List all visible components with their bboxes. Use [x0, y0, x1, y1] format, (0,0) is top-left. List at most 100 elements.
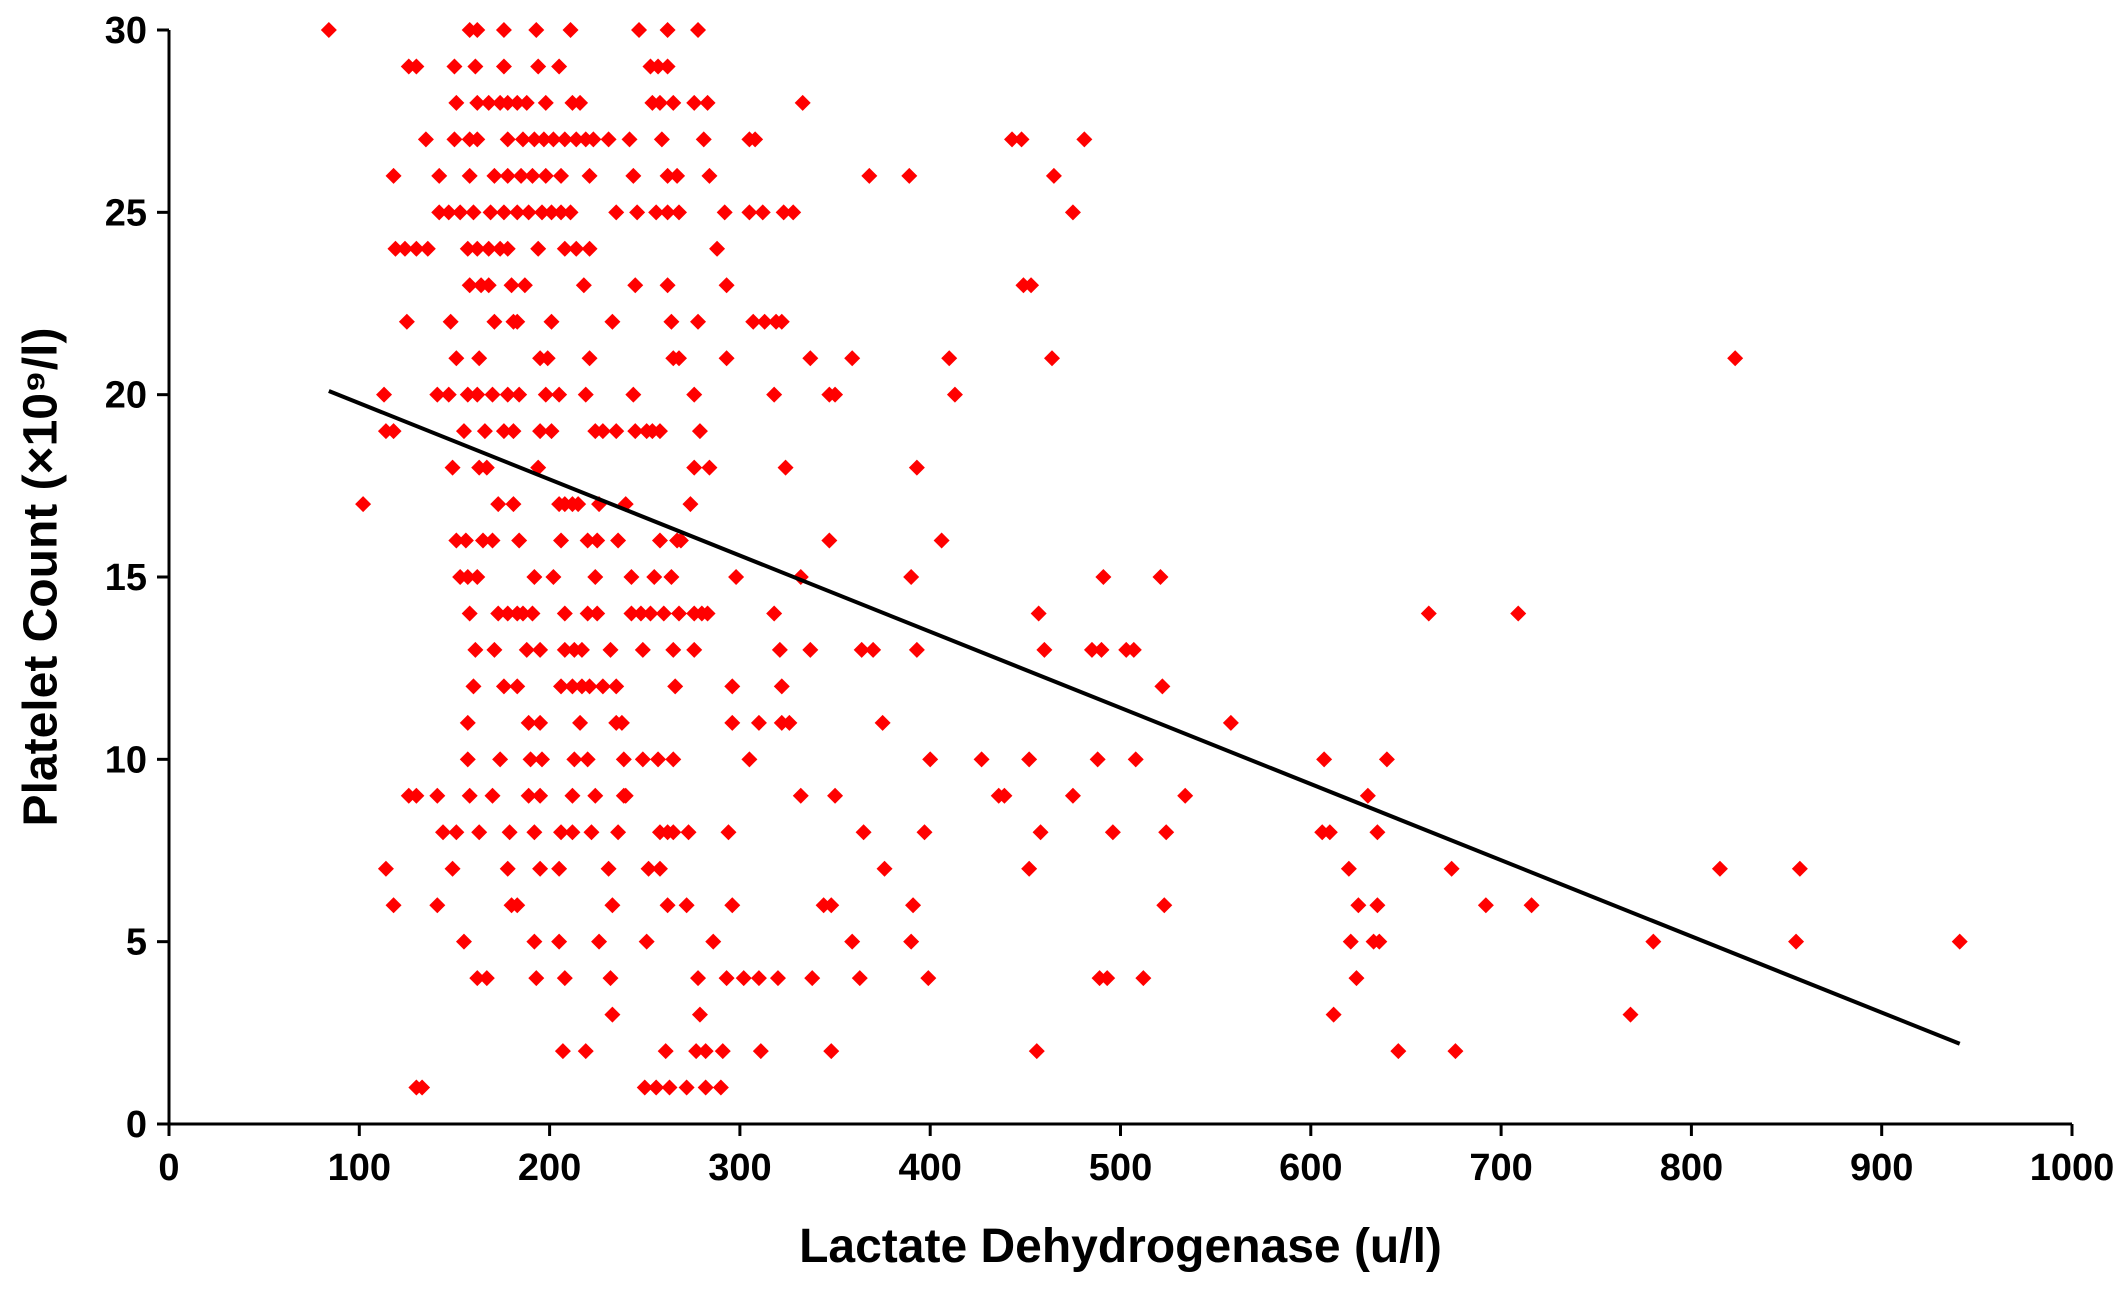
data-point: [509, 313, 526, 330]
data-point: [1030, 605, 1047, 622]
data-point: [562, 22, 579, 38]
data-point: [469, 970, 486, 987]
data-point: [1104, 824, 1121, 841]
data-point: [556, 641, 573, 658]
data-point: [581, 240, 598, 257]
data-point: [634, 641, 651, 658]
data-point: [355, 496, 372, 513]
data-point: [429, 787, 446, 804]
data-point: [482, 204, 499, 221]
data-point: [1727, 350, 1744, 367]
data-point: [471, 824, 488, 841]
data-point: [651, 532, 668, 549]
data-point: [562, 204, 579, 221]
data-point: [545, 131, 562, 148]
data-point: [604, 897, 621, 914]
data-point: [1152, 569, 1169, 585]
data-point: [659, 58, 676, 75]
data-point: [553, 678, 570, 695]
data-point: [484, 787, 501, 804]
y-tick-label: 10: [105, 739, 147, 781]
data-point: [1093, 641, 1110, 658]
data-point: [640, 860, 657, 877]
data-point: [665, 751, 682, 768]
data-point: [524, 605, 541, 622]
data-point: [671, 204, 688, 221]
data-point: [650, 751, 667, 768]
data-point: [680, 824, 697, 841]
data-point: [933, 532, 950, 549]
data-point: [520, 714, 537, 731]
y-tick-label: 25: [105, 192, 147, 234]
data-point: [750, 714, 767, 731]
data-point: [385, 167, 402, 184]
data-point: [528, 970, 545, 987]
data-point: [408, 58, 425, 75]
data-point: [874, 714, 891, 731]
data-point: [659, 897, 676, 914]
data-point: [686, 641, 703, 658]
data-point: [398, 313, 415, 330]
data-point: [581, 167, 598, 184]
x-tick-label: 100: [328, 1147, 391, 1189]
x-tick-label: 500: [1089, 1147, 1152, 1189]
data-point: [518, 641, 535, 658]
data-point: [469, 240, 486, 257]
data-point: [1222, 714, 1239, 731]
data-point: [1369, 897, 1386, 914]
data-point: [716, 204, 733, 221]
y-tick-label: 20: [105, 375, 147, 417]
data-point: [431, 204, 448, 221]
data-point: [688, 1043, 705, 1060]
data-point: [414, 1079, 431, 1096]
data-point: [587, 787, 604, 804]
data-point: [659, 204, 676, 221]
data-point: [651, 94, 668, 111]
x-axis-title: Lactate Dehydrogenase (u/l): [799, 1220, 1442, 1273]
data-point: [686, 459, 703, 476]
data-point: [823, 897, 840, 914]
data-point: [505, 496, 522, 513]
x-tick-label: 0: [158, 1147, 179, 1189]
data-point: [495, 678, 512, 695]
data-point: [579, 751, 596, 768]
data-point: [629, 204, 646, 221]
data-point: [528, 22, 545, 38]
data-point: [440, 204, 457, 221]
data-point: [724, 678, 741, 695]
y-tick-label: 0: [126, 1104, 147, 1146]
data-point: [448, 350, 465, 367]
data-point: [756, 313, 773, 330]
data-point: [853, 641, 870, 658]
data-point: [851, 970, 868, 987]
data-point: [712, 1079, 729, 1096]
data-point: [377, 860, 394, 877]
data-point: [792, 787, 809, 804]
data-point: [429, 386, 446, 403]
data-point: [455, 933, 472, 950]
data-point: [446, 58, 463, 75]
data-point: [941, 350, 958, 367]
data-point: [495, 423, 512, 440]
data-point: [600, 860, 617, 877]
data-point: [1154, 678, 1171, 695]
data-point: [1711, 860, 1728, 877]
data-point: [499, 131, 516, 148]
data-point: [387, 240, 404, 257]
data-point: [518, 94, 535, 111]
data-point: [461, 277, 478, 294]
data-point: [457, 532, 474, 549]
data-point: [461, 605, 478, 622]
data-point: [750, 970, 767, 987]
data-point: [1645, 933, 1662, 950]
data-point: [663, 313, 680, 330]
data-point: [530, 58, 547, 75]
data-point: [1135, 970, 1152, 987]
y-tick-label: 15: [105, 557, 147, 599]
data-point: [905, 897, 922, 914]
data-point: [1325, 1006, 1342, 1023]
data-point: [579, 605, 596, 622]
data-point: [553, 204, 570, 221]
data-point: [920, 970, 937, 987]
data-point: [495, 22, 512, 38]
